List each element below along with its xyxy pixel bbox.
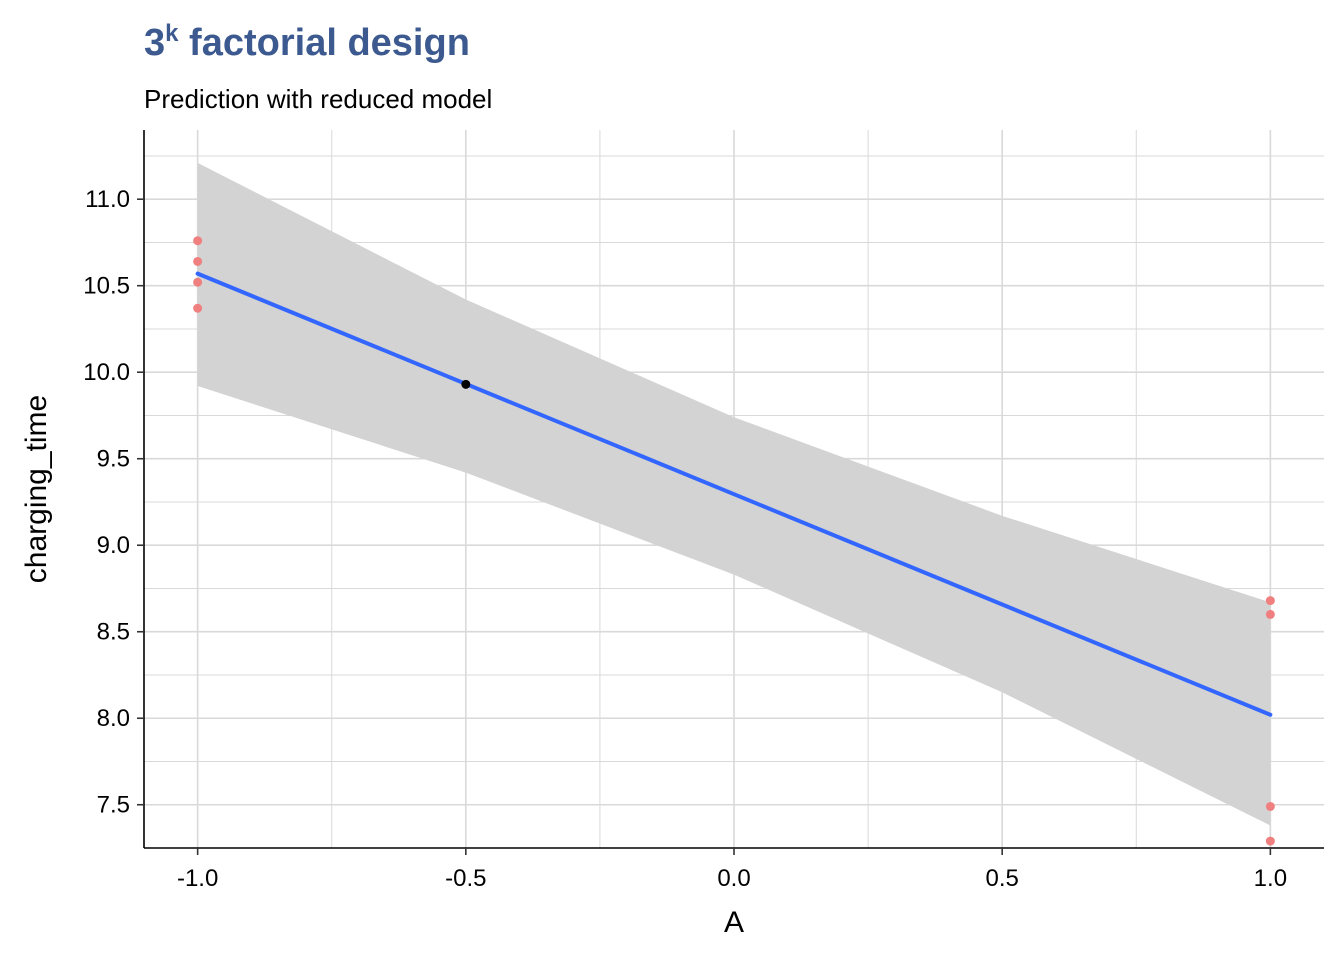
x-axis-title: A bbox=[724, 906, 744, 939]
x-tick-label: 0.0 bbox=[717, 865, 750, 892]
y-tick-label: 9.0 bbox=[97, 532, 130, 559]
chart-subtitle: Prediction with reduced model bbox=[144, 84, 493, 114]
observation-point bbox=[1265, 596, 1275, 606]
y-tick-label: 8.5 bbox=[97, 619, 130, 646]
y-tick-label: 10.5 bbox=[83, 273, 130, 300]
observation-point bbox=[1265, 801, 1275, 811]
y-tick-label: 7.5 bbox=[97, 792, 130, 819]
prediction-point bbox=[461, 379, 471, 389]
y-tick-label: 10.0 bbox=[83, 359, 130, 386]
observation-point bbox=[1265, 836, 1275, 846]
observation-points-layer bbox=[193, 236, 1275, 846]
x-tick-label: 1.0 bbox=[1254, 865, 1287, 892]
y-tick-label: 8.0 bbox=[97, 705, 130, 732]
observation-point bbox=[1265, 609, 1275, 619]
observation-point bbox=[193, 277, 203, 287]
observation-point bbox=[193, 303, 203, 313]
y-tick-label: 9.5 bbox=[97, 446, 130, 473]
x-tick-label: 0.5 bbox=[985, 865, 1018, 892]
fit-line bbox=[195, 271, 1273, 717]
tick-labels: -1.0 -0.5 0.0 0.5 1.0 7.5 8.0 8.5 9.0 9.5 10.0 10.5… bbox=[83, 186, 1287, 892]
fit-line-layer bbox=[195, 271, 1273, 717]
y-axis-title: charging_time bbox=[20, 395, 53, 583]
x-tick-label: -1.0 bbox=[177, 865, 218, 892]
observation-point bbox=[193, 256, 203, 266]
x-tick-label: -0.5 bbox=[445, 865, 486, 892]
y-tick-label: 11.0 bbox=[85, 186, 130, 213]
chart-title: 3k factorial design bbox=[144, 20, 470, 64]
observation-point bbox=[193, 236, 203, 246]
